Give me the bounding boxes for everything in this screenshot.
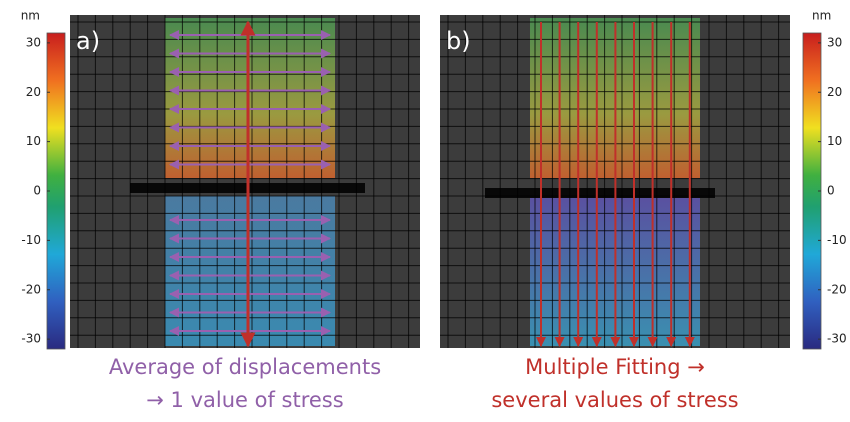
caption: several values of stress (491, 388, 738, 412)
panel-a: a) (70, 15, 420, 348)
panel-b: b) (440, 15, 790, 348)
tick-label: 10 (827, 134, 842, 148)
tick-label: 0 (827, 184, 835, 198)
tick-label: -10 (21, 233, 41, 247)
tick-label: -10 (827, 233, 847, 247)
tick-label: -30 (827, 332, 847, 346)
tick-label: 0 (33, 184, 41, 198)
tick-label: 20 (26, 85, 41, 99)
tick-label: 10 (26, 134, 41, 148)
tick-label: 20 (827, 85, 842, 99)
colorbar-unit: nm (21, 9, 40, 23)
tick-label: -20 (21, 282, 41, 296)
panel-label: a) (76, 27, 100, 55)
caption: → 1 value of stress (146, 388, 343, 412)
caption: Average of displacements (109, 355, 381, 379)
upper-region (165, 18, 335, 178)
lower-region (165, 196, 335, 346)
tick-label: 30 (827, 35, 842, 49)
tick-label: 30 (26, 35, 41, 49)
caption: Multiple Fitting → (525, 355, 705, 379)
tick-label: -30 (21, 332, 41, 346)
colorbar-unit: nm (812, 9, 831, 23)
panel-label: b) (446, 27, 471, 55)
tick-label: -20 (827, 282, 847, 296)
figure: a) b) Average of displacements → 1 value… (0, 0, 850, 418)
